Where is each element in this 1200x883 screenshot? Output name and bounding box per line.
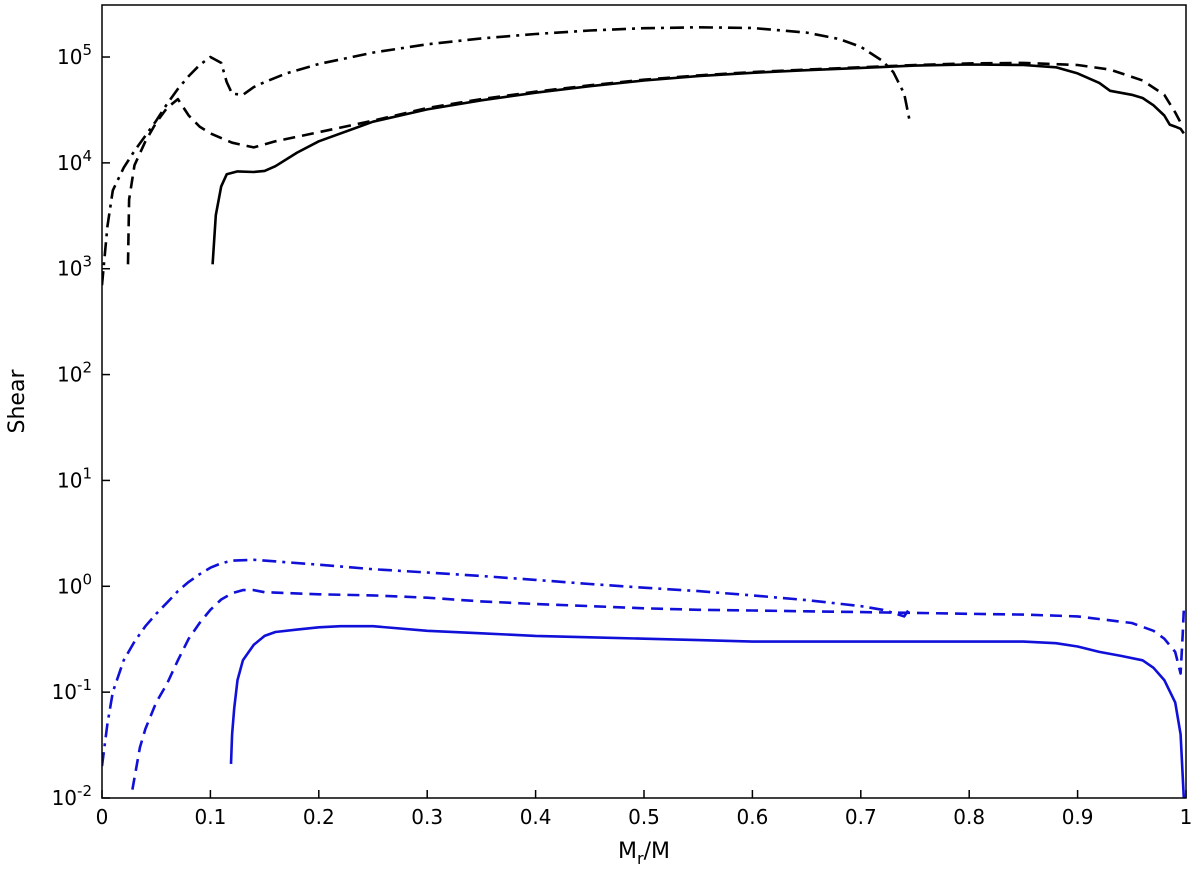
x-tick-label: 0 xyxy=(96,805,109,829)
x-tick-label: 0.2 xyxy=(303,805,335,829)
series-line-5 xyxy=(131,588,1186,790)
series-line-6 xyxy=(102,558,911,767)
series-line-1 xyxy=(211,63,1185,265)
series-line-4 xyxy=(229,624,1186,798)
x-tick-label: 0.1 xyxy=(194,805,226,829)
x-tick-label: 0.4 xyxy=(520,805,552,829)
x-tick-label: 0.5 xyxy=(628,805,660,829)
y-tick-label: 10-1 xyxy=(52,676,92,704)
y-tick-label: 10-2 xyxy=(52,782,92,810)
x-axis-label: Mr/M xyxy=(618,839,670,868)
y-tick-label: 101 xyxy=(57,464,92,492)
y-tick-label: 104 xyxy=(57,147,92,175)
x-tick-label: 1 xyxy=(1180,805,1193,829)
y-tick-label: 105 xyxy=(57,41,92,69)
x-tick-label: 0.7 xyxy=(845,805,877,829)
series-line-3 xyxy=(102,26,911,286)
series-line-2 xyxy=(126,61,1185,265)
x-tick-label: 0.6 xyxy=(736,805,768,829)
series-layer xyxy=(102,26,1186,798)
y-tick-label: 102 xyxy=(57,359,92,387)
x-tick-label: 0.8 xyxy=(953,805,985,829)
plot-frame xyxy=(101,4,1187,799)
labels-layer: 0 0.1 0.2 0.3 0.4 0.5 0.6 0.7 0.8 0.9 1 10-2 10-1 100… xyxy=(5,41,1192,868)
x-tick-label: 0.3 xyxy=(411,805,443,829)
y-tick-label: 100 xyxy=(57,570,92,598)
y-axis-label: Shear xyxy=(5,369,30,434)
y-tick-label: 103 xyxy=(57,253,92,281)
x-tick-label: 0.9 xyxy=(1062,805,1094,829)
